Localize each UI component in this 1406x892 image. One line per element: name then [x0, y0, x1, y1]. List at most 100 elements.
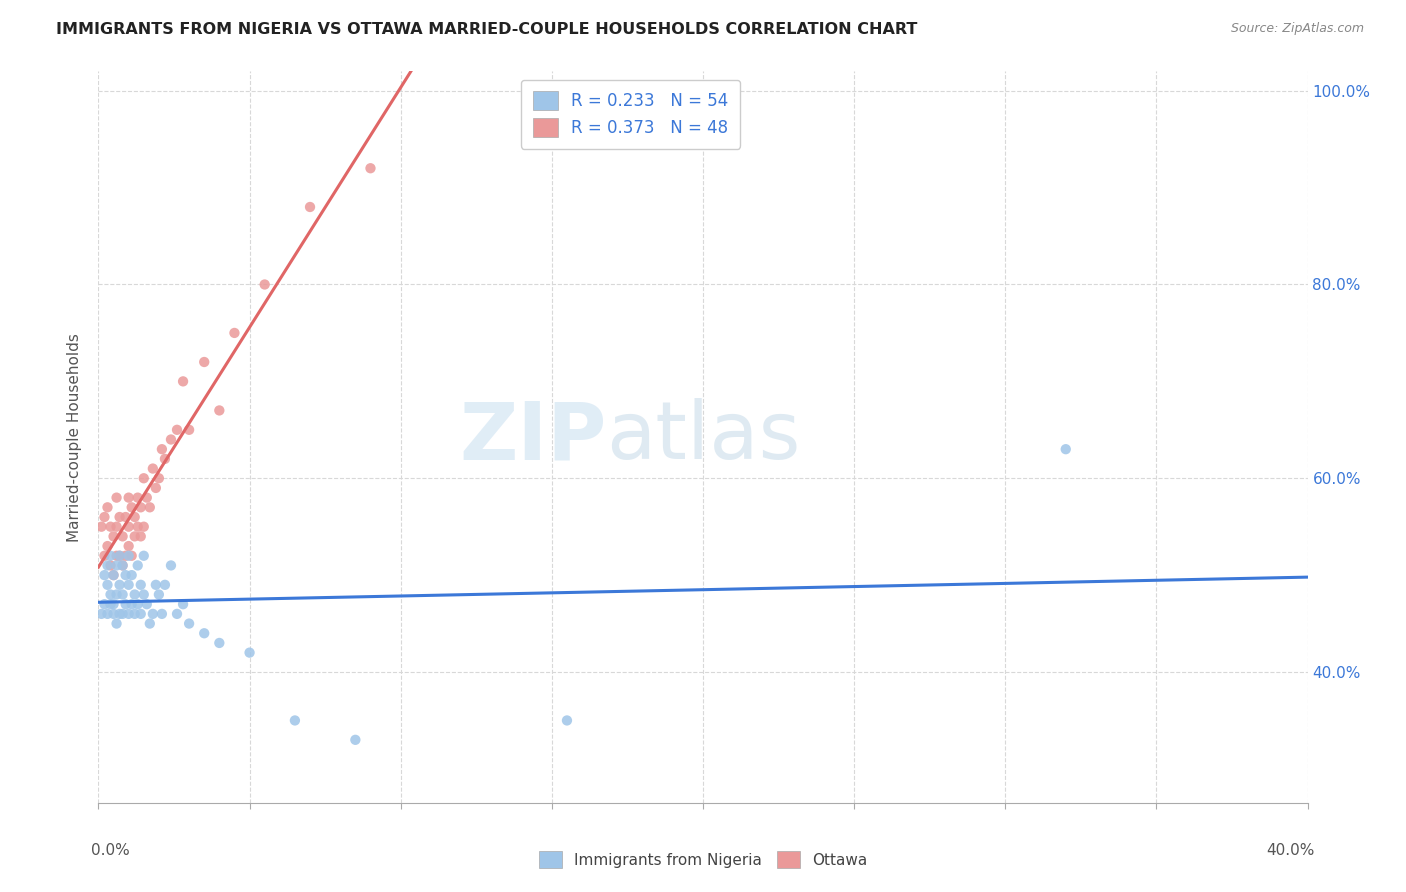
Point — [118, 539, 141, 553]
Point — [108, 549, 131, 563]
Point — [100, 587, 122, 601]
Point — [179, 423, 201, 437]
Point — [172, 597, 194, 611]
Point — [124, 607, 146, 621]
Point — [96, 500, 118, 515]
Point — [555, 714, 578, 728]
Point — [179, 616, 201, 631]
Point — [114, 568, 136, 582]
Point — [208, 636, 231, 650]
Point — [105, 558, 128, 573]
Point — [118, 607, 141, 621]
Point — [127, 519, 149, 533]
Point — [108, 578, 131, 592]
Point — [142, 607, 165, 621]
Point — [96, 539, 118, 553]
Legend: Immigrants from Nigeria, Ottawa: Immigrants from Nigeria, Ottawa — [531, 844, 875, 875]
Point — [124, 510, 146, 524]
Point — [114, 510, 136, 524]
Point — [121, 568, 143, 582]
Point — [148, 471, 170, 485]
Point — [132, 519, 155, 533]
Point — [93, 510, 115, 524]
Point — [121, 597, 143, 611]
Point — [193, 355, 215, 369]
Point — [93, 549, 115, 563]
Text: atlas: atlas — [606, 398, 800, 476]
Text: ZIP: ZIP — [458, 398, 606, 476]
Point — [111, 529, 134, 543]
Point — [224, 326, 246, 340]
Point — [111, 558, 134, 573]
Point — [121, 500, 143, 515]
Text: 0.0%: 0.0% — [91, 843, 131, 858]
Point — [127, 558, 149, 573]
Text: IMMIGRANTS FROM NIGERIA VS OTTAWA MARRIED-COUPLE HOUSEHOLDS CORRELATION CHART: IMMIGRANTS FROM NIGERIA VS OTTAWA MARRIE… — [56, 22, 918, 37]
Point — [105, 616, 128, 631]
Point — [208, 403, 231, 417]
Point — [129, 607, 152, 621]
Point — [135, 597, 157, 611]
Point — [145, 578, 167, 592]
Point — [284, 714, 307, 728]
Point — [105, 587, 128, 601]
Point — [1054, 442, 1077, 457]
Text: Source: ZipAtlas.com: Source: ZipAtlas.com — [1230, 22, 1364, 36]
Point — [148, 587, 170, 601]
Point — [108, 510, 131, 524]
Point — [127, 597, 149, 611]
Point — [145, 481, 167, 495]
Point — [100, 549, 122, 563]
Point — [93, 568, 115, 582]
Point — [111, 558, 134, 573]
Point — [129, 578, 152, 592]
Point — [139, 500, 162, 515]
Point — [132, 549, 155, 563]
Point — [166, 423, 188, 437]
Point — [160, 558, 183, 573]
Point — [105, 549, 128, 563]
Point — [118, 491, 141, 505]
Point — [142, 461, 165, 475]
Point — [114, 597, 136, 611]
Point — [139, 616, 162, 631]
Point — [96, 578, 118, 592]
Point — [239, 646, 262, 660]
Point — [121, 549, 143, 563]
Y-axis label: Married-couple Households: Married-couple Households — [66, 333, 82, 541]
Point — [124, 587, 146, 601]
Point — [108, 607, 131, 621]
Point — [132, 587, 155, 601]
Point — [100, 519, 122, 533]
Legend: R = 0.233   N = 54, R = 0.373   N = 48: R = 0.233 N = 54, R = 0.373 N = 48 — [522, 79, 740, 149]
Point — [124, 529, 146, 543]
Point — [150, 442, 173, 457]
Point — [111, 607, 134, 621]
Point — [129, 529, 152, 543]
Point — [90, 607, 112, 621]
Point — [299, 200, 322, 214]
Point — [253, 277, 276, 292]
Point — [114, 549, 136, 563]
Point — [166, 607, 188, 621]
Point — [90, 519, 112, 533]
Point — [118, 519, 141, 533]
Point — [360, 161, 382, 176]
Point — [344, 732, 367, 747]
Point — [103, 568, 125, 582]
Point — [172, 375, 194, 389]
Point — [103, 607, 125, 621]
Point — [96, 607, 118, 621]
Point — [129, 500, 152, 515]
Point — [103, 529, 125, 543]
Point — [100, 558, 122, 573]
Point — [160, 433, 183, 447]
Point — [118, 549, 141, 563]
Point — [111, 587, 134, 601]
Point — [93, 597, 115, 611]
Point — [150, 607, 173, 621]
Point — [153, 578, 176, 592]
Point — [105, 519, 128, 533]
Point — [135, 491, 157, 505]
Point — [118, 578, 141, 592]
